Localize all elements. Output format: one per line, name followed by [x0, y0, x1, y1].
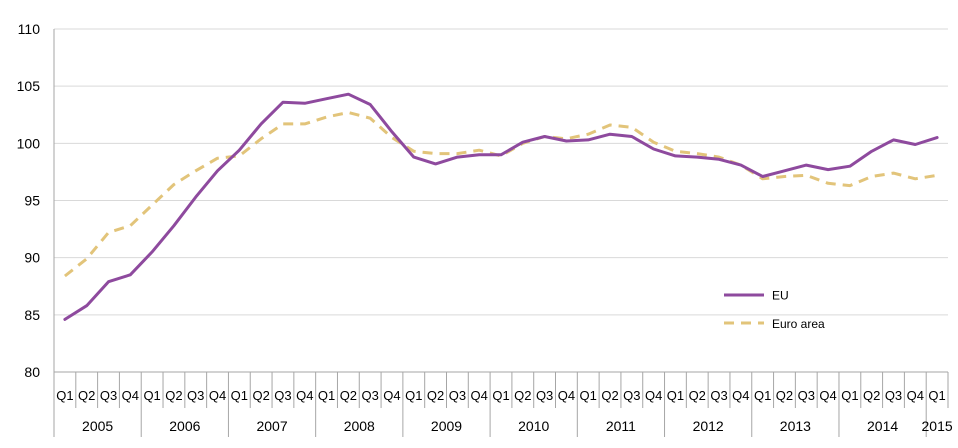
quarter-tick-label: Q1 [580, 388, 597, 403]
quarter-tick-label: Q2 [514, 388, 531, 403]
quarter-tick-label: Q2 [78, 388, 95, 403]
quarter-tick-label: Q3 [100, 388, 117, 403]
y-tick-label: 110 [18, 21, 41, 37]
y-tick-label: 90 [24, 250, 40, 266]
quarter-tick-label: Q4 [558, 388, 575, 403]
quarter-tick-label: Q1 [143, 388, 160, 403]
quarter-tick-label: Q3 [449, 388, 466, 403]
y-tick-label: 105 [17, 78, 41, 94]
quarter-tick-label: Q1 [56, 388, 73, 403]
series-line-eu [63, 92, 939, 321]
x-axis-categories: Q1 Q2 Q3 Q4 Q1 Q2 Q3 Q4 Q1 Q2 Q3 Q4 Q1 Q2 Q3 Q4 Q1 Q2 Q3 Q4… [56, 388, 953, 434]
quarter-tick-label: Q3 [536, 388, 553, 403]
year-label: 2014 [867, 418, 898, 434]
quarter-tick-label: Q3 [623, 388, 640, 403]
axes [53, 29, 949, 437]
y-tick-label: 100 [17, 135, 41, 151]
legend: EU Euro area [724, 289, 825, 331]
year-label: 2011 [606, 418, 636, 434]
quarter-tick-label: Q2 [689, 388, 706, 403]
quarter-tick-label: Q3 [361, 388, 378, 403]
series-lines [63, 92, 939, 321]
quarter-tick-label: Q4 [732, 388, 749, 403]
quarter-tick-label: Q3 [798, 388, 815, 403]
quarter-tick-label: Q1 [928, 388, 945, 403]
quarter-tick-label: Q4 [383, 388, 400, 403]
year-label: 2015 [922, 418, 953, 434]
year-label: 2006 [169, 418, 200, 434]
y-tick-label: 95 [24, 193, 40, 209]
quarter-tick-label: Q1 [667, 388, 684, 403]
quarter-tick-label: Q1 [318, 388, 335, 403]
quarter-tick-label: Q3 [187, 388, 204, 403]
year-label: 2012 [693, 418, 724, 434]
quarter-tick-label: Q4 [209, 388, 226, 403]
quarter-tick-label: Q1 [492, 388, 509, 403]
y-tick-label: 80 [24, 364, 40, 380]
y-tick-label: 85 [24, 307, 40, 323]
quarter-tick-label: Q4 [471, 388, 488, 403]
quarter-tick-label: Q2 [340, 388, 357, 403]
quarter-tick-label: Q2 [252, 388, 269, 403]
year-label: 2010 [518, 418, 549, 434]
quarter-tick-label: Q4 [645, 388, 662, 403]
year-label: 2005 [82, 418, 113, 434]
quarter-tick-label: Q4 [296, 388, 313, 403]
gridlines [54, 28, 948, 316]
quarter-tick-label: Q3 [274, 388, 291, 403]
year-label: 2007 [256, 418, 287, 434]
quarter-tick-label: Q3 [885, 388, 902, 403]
quarter-tick-label: Q4 [907, 388, 924, 403]
quarter-tick-label: Q2 [776, 388, 793, 403]
quarter-tick-label: Q2 [165, 388, 182, 403]
quarter-tick-label: Q1 [754, 388, 771, 403]
quarter-tick-label: Q1 [841, 388, 858, 403]
year-label: 2013 [780, 418, 811, 434]
year-label: 2008 [344, 418, 375, 434]
y-axis-tick-labels: 80 85 90 95 100 105 110 [17, 21, 41, 380]
quarter-tick-label: Q1 [231, 388, 248, 403]
quarter-tick-label: Q4 [122, 388, 139, 403]
quarter-tick-label: Q4 [819, 388, 836, 403]
quarter-tick-label: Q1 [405, 388, 422, 403]
year-label: 2009 [431, 418, 462, 434]
quarter-tick-label: Q2 [863, 388, 880, 403]
legend-label-eu: EU [772, 289, 789, 303]
series-line-euro-area [63, 111, 938, 278]
quarter-tick-label: Q2 [427, 388, 444, 403]
legend-label-euro-area: Euro area [772, 317, 825, 331]
quarter-tick-label: Q3 [710, 388, 727, 403]
quarter-tick-label: Q2 [601, 388, 618, 403]
